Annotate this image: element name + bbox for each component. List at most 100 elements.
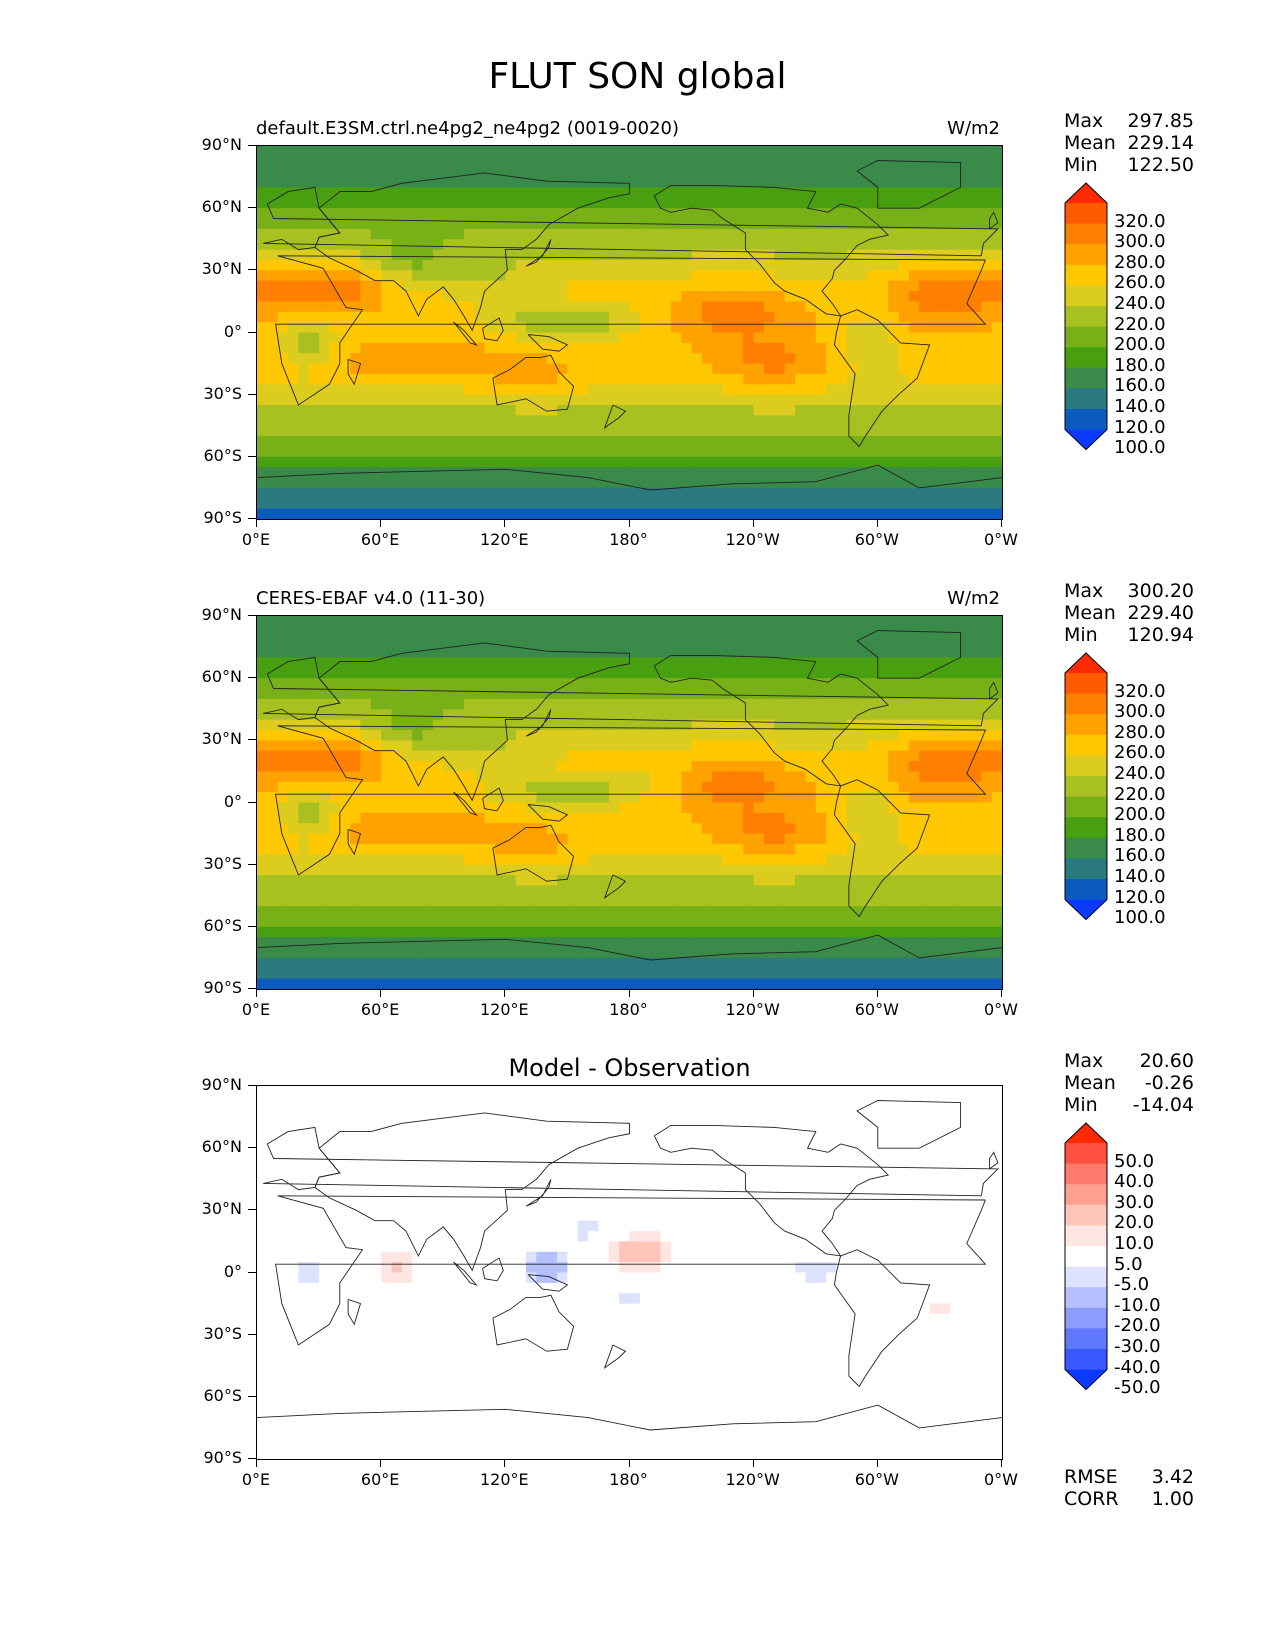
contour-cell xyxy=(257,750,268,762)
contour-cell xyxy=(257,709,268,721)
contour-cell xyxy=(826,626,838,638)
contour-cell xyxy=(484,405,496,416)
contour-cell xyxy=(846,761,858,773)
contour-cell xyxy=(805,280,817,292)
contour-cell xyxy=(319,906,331,918)
contour-cell xyxy=(867,384,879,396)
contour-cell xyxy=(474,667,486,679)
contour-cell xyxy=(939,812,951,824)
contour-cell xyxy=(588,854,600,866)
contour-cell xyxy=(267,270,279,282)
contour-cell xyxy=(463,740,475,752)
contour-cell xyxy=(526,259,537,271)
contour-cell xyxy=(670,719,682,731)
contour-cell xyxy=(474,436,486,448)
contour-cell xyxy=(826,208,838,220)
contour-cell xyxy=(494,311,506,323)
contour-cell xyxy=(619,709,631,721)
contour-cell xyxy=(795,363,807,375)
contour-cell xyxy=(515,761,527,773)
contour-cell xyxy=(329,498,341,510)
contour-cell xyxy=(526,678,537,690)
contour-cell xyxy=(991,311,1002,323)
contour-cell xyxy=(329,657,341,669)
contour-cell xyxy=(288,415,299,427)
contour-cell xyxy=(805,218,817,230)
contour-cell xyxy=(732,498,744,510)
contour-cell xyxy=(981,678,993,690)
contour-cell xyxy=(898,616,910,627)
contour-cell xyxy=(432,678,444,690)
contour-cell xyxy=(753,156,765,168)
contour-cell xyxy=(712,698,724,710)
contour-cell xyxy=(991,895,1002,907)
contour-cell xyxy=(619,792,631,804)
contour-cell xyxy=(701,446,713,458)
contour-cell xyxy=(784,750,796,762)
contour-cell xyxy=(401,885,413,897)
contour-cell xyxy=(981,761,993,773)
contour-cell xyxy=(505,667,517,679)
contour-cell xyxy=(857,781,869,793)
contour-cell xyxy=(391,812,403,824)
contour-cell xyxy=(401,781,413,793)
contour-cell xyxy=(919,771,931,783)
contour-cell xyxy=(846,291,858,303)
colorbar-segment xyxy=(1065,305,1107,327)
contour-cell xyxy=(463,467,475,479)
contour-cell xyxy=(732,657,744,669)
contour-cell xyxy=(939,864,951,876)
contour-cell xyxy=(867,792,879,804)
contour-cell xyxy=(774,823,786,835)
contour-cell xyxy=(805,823,817,835)
contour-cell xyxy=(629,187,641,199)
contour-cell xyxy=(629,363,641,375)
contour-cell xyxy=(898,322,910,334)
contour-cell xyxy=(846,456,858,468)
contour-cell xyxy=(826,332,838,344)
contour-cell xyxy=(908,667,920,679)
contour-cell xyxy=(339,311,351,323)
contour-cell xyxy=(898,833,910,845)
contour-cell xyxy=(805,301,817,313)
contour-cell xyxy=(908,177,920,189)
contour-cell xyxy=(784,823,796,835)
contour-cell xyxy=(701,301,713,313)
contour-cell xyxy=(422,729,434,741)
contour-cell xyxy=(815,208,827,220)
colorbar-segment xyxy=(1065,264,1107,286)
contour-cell xyxy=(463,259,475,271)
contour-cell xyxy=(774,270,786,282)
contour-cell xyxy=(877,709,889,721)
contour-cell xyxy=(350,864,362,876)
lon-tick-label: 60°W xyxy=(854,530,899,549)
contour-cell xyxy=(350,647,362,659)
contour-cell xyxy=(795,208,807,220)
contour-cell xyxy=(370,249,382,261)
contour-cell xyxy=(898,792,910,804)
contour-cell xyxy=(981,166,993,178)
contour-cell xyxy=(981,456,993,468)
contour-cell xyxy=(826,342,838,354)
contour-cell xyxy=(639,802,651,814)
contour-cell xyxy=(639,239,651,251)
contour-cell xyxy=(732,761,744,773)
contour-cell xyxy=(753,353,765,365)
contour-cell xyxy=(577,823,589,835)
contour-cell xyxy=(412,895,424,907)
contour-cell xyxy=(598,636,610,648)
contour-cell xyxy=(805,854,817,866)
contour-cell xyxy=(888,616,900,627)
contour-cell xyxy=(867,698,879,710)
contour-cell xyxy=(443,709,455,721)
contour-cell xyxy=(888,636,900,648)
contour-cell xyxy=(422,508,434,519)
contour-cell xyxy=(732,259,744,271)
contour-cell xyxy=(815,197,827,209)
contour-cell xyxy=(474,719,486,731)
contour-cell xyxy=(308,487,320,499)
contour-cell xyxy=(567,740,579,752)
contour-cell xyxy=(546,647,558,659)
contour-cell xyxy=(422,311,434,323)
contour-cell xyxy=(691,280,703,292)
